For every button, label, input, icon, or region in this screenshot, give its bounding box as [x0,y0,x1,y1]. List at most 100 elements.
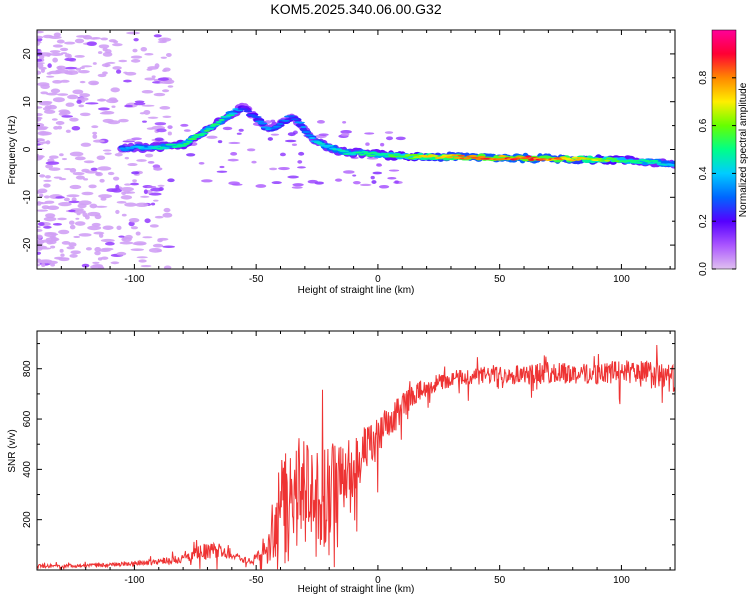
snr-y-tick-label: 600 [22,410,33,427]
spectrogram-noise-blob [112,66,122,70]
spectrogram-noise-blob [55,196,65,199]
spectrogram-noise-blob [342,170,355,174]
spectrogram-noise-blob [75,217,80,220]
spectrogram-noise-blob [162,212,173,218]
spectrogram-trace-cell [520,157,531,160]
spectrogram-trace-cell [669,164,675,167]
spectrogram-noise-blob [64,57,77,62]
spectrogram-noise-blob [37,156,43,161]
spectrogram-noise-blob [67,94,79,100]
spectrogram-trace-cell [594,157,603,160]
spectrogram-noise-blob [132,48,138,53]
spectrogram-noise-blob [122,79,133,83]
spectrogram-trace-cell [468,154,477,157]
spectrogram-noise-blob [63,41,76,45]
spectrogram-trace-cell [445,156,454,159]
spectrogram-noise-blob [236,132,242,135]
spectrogram-noise-blob [46,52,51,57]
colorbar-tick-label: 0.0 [698,262,709,276]
spectrogram-noise-blob [384,131,394,134]
spectrogram-noise-blob [158,187,164,191]
spectrogram-noise-blob [40,91,49,95]
spectrogram-noise-blob [43,195,50,199]
spectrogram-noise-blob [40,84,50,90]
spectrogram-trace-cell [251,116,262,119]
spectrogram-x-tick-label: 0 [375,274,381,285]
spectrogram-noise-blob [44,232,57,237]
spectrogram-trace-cell [172,145,183,148]
spectrogram-noise-blob [154,63,160,69]
spectrogram-data [37,30,675,269]
spectrogram-noise-blob [183,129,191,132]
spectrogram-noise-blob [141,89,154,94]
spectrogram-noise-blob [43,183,51,188]
spectrogram-noise-blob [68,220,75,225]
spectrogram-noise-blob [94,205,108,208]
spectrogram-noise-blob [163,265,172,269]
spectrogram-noise-blob [153,167,163,171]
spectrogram-noise-blob [83,178,89,181]
spectrogram-noise-blob [287,175,300,179]
spectrogram-y-tick-label: -10 [22,190,33,205]
spectrogram-noise-blob [153,199,159,202]
spectrogram-noise-blob [97,265,105,269]
snr-x-tick-label: -100 [124,575,144,586]
snr-x-axis-label: Height of straight line (km) [298,584,415,595]
figure-title: KOM5.2025.340.06.00.G32 [270,1,441,17]
spectrogram-noise-blob [87,225,102,231]
spectrogram-noise-blob [79,112,91,117]
spectrogram-noise-blob [37,122,45,128]
spectrogram-noise-blob [131,137,142,141]
spectrogram-noise-blob [291,143,298,146]
spectrogram-noise-blob [153,34,162,38]
spectrogram-x-axis-label: Height of straight line (km) [298,285,415,296]
spectrogram-noise-blob [119,241,134,245]
spectrogram-noise-blob [59,47,69,52]
spectrogram-trace-cell [325,144,335,147]
spectrogram-noise-blob [37,143,41,146]
spectrogram-trace-cell [134,145,145,148]
colorbar-gradient [712,30,736,269]
spectrogram-trace-cell [228,112,238,115]
spectrogram-noise-blob [52,97,65,103]
spectrogram-trace-cell [355,151,363,154]
spectrogram-trace-cell [525,155,532,158]
spectrogram-noise-blob [81,263,90,268]
spectrogram-noise-blob [65,129,71,133]
spectrogram-noise-blob [86,41,97,47]
spectrogram-trace-cell [316,142,326,145]
spectrogram-noise-blob [96,98,107,102]
spectrogram-noise-blob [144,53,154,56]
spectrogram-trace-cell [120,148,130,151]
spectrogram-noise-blob [98,44,110,49]
spectrogram-noise-blob [37,239,44,244]
spectrogram-noise-blob [316,120,325,124]
spectrogram-noise-blob [53,176,62,179]
spectrogram-noise-blob [49,52,64,56]
spectrogram-noise-blob [287,132,296,137]
spectrogram-noise-blob [395,136,406,141]
spectrogram-noise-blob [37,251,41,255]
spectrogram-trace-cell [380,152,390,155]
spectrogram-trace-cell [257,122,268,125]
snr-x-tick-label: 100 [613,575,630,586]
spectrogram-noise-blob [79,66,85,69]
spectrogram-noise-blob [370,175,375,180]
spectrogram-noise-blob [380,142,385,147]
spectrogram-noise-blob [148,192,162,196]
spectrogram-noise-blob [149,224,159,228]
spectrogram-noise-blob [68,209,76,213]
spectrogram-noise-blob [98,233,104,238]
spectrogram-noise-blob [39,174,46,178]
spectrogram-noise-blob [52,57,58,63]
spectrogram-trace-cell [243,110,253,113]
spectrogram-noise-blob [68,242,77,247]
spectrogram-noise-blob [318,133,329,137]
spectrogram-trace-cell [649,159,659,162]
spectrogram-noise-blob [163,207,171,213]
spectrogram-noise-blob [98,249,111,252]
spectrogram-noise-blob [130,248,145,251]
spectrogram-noise-blob [71,197,77,202]
spectrogram-x-tick-label: -50 [249,274,264,285]
spectrogram-noise-blob [57,217,67,221]
